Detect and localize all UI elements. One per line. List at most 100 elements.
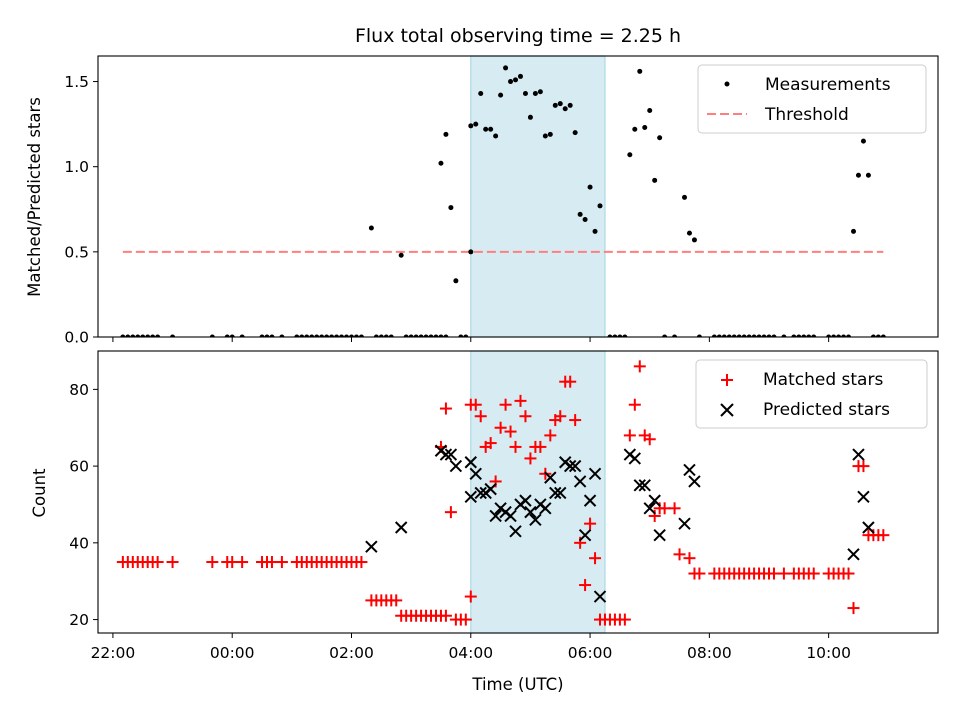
measurement-point [532, 90, 538, 96]
matched-star-point [509, 440, 522, 453]
measurement-point [691, 237, 697, 243]
top-legend: Measurements Threshold [697, 64, 927, 134]
predicted-star-point [683, 463, 696, 477]
predicted-star-point [519, 494, 532, 507]
matched-star-point [807, 567, 820, 580]
measurement-point [304, 334, 310, 337]
predicted-star-point [524, 505, 537, 519]
measurement-point [473, 121, 479, 127]
x-axis-label: Time (UTC) [471, 675, 563, 694]
matched-star-point [683, 552, 696, 565]
measurement-point [652, 177, 658, 183]
predicted-star-point [484, 482, 497, 496]
measurement-point [130, 334, 136, 337]
top-panel: 0.0 0.5 1.0 1.5 Matched/Predicted stars Mea… [25, 55, 939, 347]
measurement-point [468, 249, 474, 255]
measurement-point [453, 278, 459, 284]
predicted-star-point [578, 528, 592, 542]
measurement-point [582, 216, 588, 222]
measurement-point [368, 225, 374, 231]
matched-star-point [499, 398, 512, 411]
measurement-point [880, 334, 886, 337]
matched-star-point [618, 613, 631, 626]
measurement-point [428, 334, 434, 337]
bottom-y-axis: 20 40 60 80 [69, 381, 98, 629]
measurement-point [418, 334, 424, 337]
bottom-legend-box [695, 359, 928, 429]
measurement-points [120, 65, 886, 337]
measurement-point [483, 126, 489, 132]
measurement-point [731, 334, 737, 337]
measurement-point [841, 334, 847, 337]
measurement-point [209, 334, 215, 337]
bottom-y-axis-label: Count [30, 468, 49, 518]
matched-star-point [564, 375, 577, 388]
predicted-star-point [633, 479, 646, 492]
measurement-point [766, 334, 772, 337]
x-tick-label: 06:00 [568, 644, 613, 662]
measurement-point [855, 172, 861, 178]
matched-star-point [569, 414, 582, 427]
measurement-point [672, 334, 678, 337]
measurement-point [657, 135, 663, 141]
measurement-point [696, 334, 702, 337]
measurement-point [686, 230, 692, 236]
bottom-x-axis: 22:00 00:00 02:00 04:00 06:00 08:00 10:00 [91, 633, 851, 662]
predicted-star-point [509, 525, 522, 538]
measurement-point [383, 334, 389, 337]
top-x-axis [112, 337, 830, 342]
matched-star-point [668, 502, 681, 515]
predicted-star-point [539, 502, 552, 515]
measurement-point [547, 131, 553, 137]
x-tick-label: 02:00 [329, 644, 374, 662]
measurement-point [348, 334, 354, 337]
measurement-point [771, 334, 777, 337]
matched-star-point [673, 548, 686, 561]
predicted-star-point [628, 452, 642, 465]
measurement-point [751, 334, 757, 337]
measurement-point [597, 203, 603, 209]
measurement-point [503, 65, 509, 71]
matched-star-point [842, 567, 855, 580]
measurement-point [125, 334, 131, 337]
measurement-point [224, 334, 230, 337]
measurement-point [637, 68, 643, 74]
predicted-star-point [563, 459, 577, 473]
y-tick-label: 0.0 [64, 329, 89, 347]
measurement-point [423, 334, 429, 337]
measurement-point [373, 334, 379, 337]
legend-threshold-label: Threshold [764, 105, 849, 125]
predicted-star-point [464, 456, 477, 469]
predicted-star-point [394, 521, 408, 534]
predicted-star-point [549, 486, 562, 500]
measurement-point [353, 334, 359, 337]
measurement-point [622, 334, 628, 337]
y-tick-label: 1.5 [64, 73, 89, 91]
measurement-point [682, 194, 688, 200]
measurement-point [170, 334, 176, 337]
matched-star-point [877, 529, 890, 542]
measurement-point [478, 90, 484, 96]
measurement-point [334, 334, 340, 337]
measurement-point [796, 334, 802, 337]
measurement-point [150, 334, 156, 337]
matched-star-point [151, 556, 164, 569]
legend-predicted-marker [720, 403, 734, 417]
measurement-point [522, 90, 528, 96]
measurement-point [860, 138, 866, 144]
matched-star-point [643, 433, 656, 446]
measurement-point [344, 334, 350, 337]
measurement-point [329, 334, 335, 337]
measurement-point [339, 334, 345, 337]
measurement-point [627, 152, 633, 158]
measurement-point [398, 252, 404, 258]
top-legend-box [697, 64, 927, 134]
measurement-point [806, 334, 812, 337]
x-tick-label: 22:00 [91, 644, 136, 662]
observing-window-span [470, 55, 606, 338]
measurement-point [851, 228, 857, 234]
measurement-point [612, 334, 618, 337]
measurement-point [378, 334, 384, 337]
measurement-point [443, 334, 449, 337]
